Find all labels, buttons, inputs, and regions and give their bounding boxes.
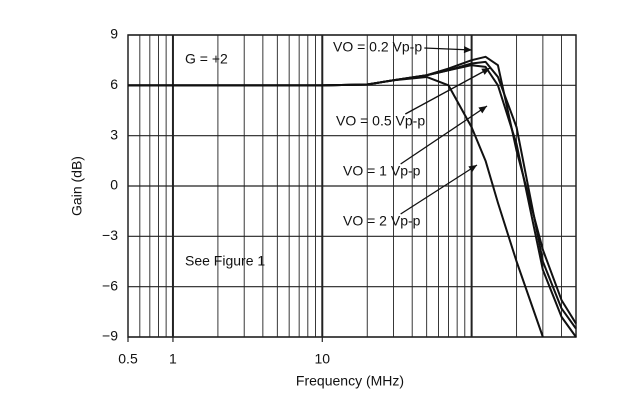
legend-label: VO = 1 Vp-p: [343, 163, 421, 179]
x-tick-label: 1: [169, 351, 177, 367]
label-arrow: [400, 105, 488, 165]
legend-label: VO = 0.5 Vp-p: [336, 113, 425, 129]
series-line: [128, 55, 577, 325]
y-tick-label: 0: [110, 177, 118, 193]
series-line: [128, 60, 577, 330]
series-line: [128, 75, 544, 338]
y-tick-label: −3: [102, 227, 118, 243]
y-axis-label: Gain (dB): [69, 156, 85, 216]
label-arrow: [400, 164, 478, 215]
arrow-head: [463, 46, 472, 54]
x-axis-label: Frequency (MHz): [296, 373, 404, 389]
legend-label: VO = 2 Vp-p: [343, 213, 421, 229]
annotation: See Figure 1: [185, 253, 265, 269]
y-tick-label: 9: [110, 26, 118, 42]
arrow-head: [478, 106, 487, 114]
y-tick-label: 3: [110, 126, 118, 142]
y-tick-label: 6: [110, 76, 118, 92]
x-tick-label: 0.5: [118, 351, 138, 367]
legend-label: VO = 0.2 Vp-p: [333, 39, 422, 55]
y-tick-label: −9: [102, 328, 118, 344]
plot-frame: [127, 34, 577, 338]
arrow-head: [481, 68, 490, 75]
arrow-head: [468, 165, 477, 173]
y-tick-label: −6: [102, 277, 118, 293]
x-tick-label: 10: [314, 351, 330, 367]
label-arrow: [405, 67, 491, 115]
annotation: G = +2: [185, 51, 228, 67]
